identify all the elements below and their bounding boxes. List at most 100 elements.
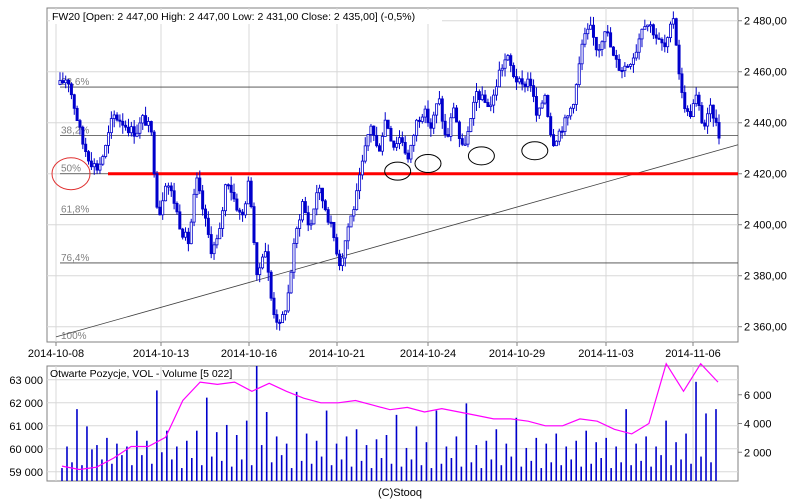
candle-body [241,211,245,216]
candle-body [466,131,470,145]
candle-body [375,134,379,147]
open-interest-axis: 59 000 60 000 61 000 62 000 63 000 [9,375,43,479]
candle-body [349,215,353,228]
highlight-ellipse [521,141,549,161]
candle-body [617,58,621,71]
candle-body [149,121,153,133]
candle-body [494,86,498,96]
candle-body [492,94,496,106]
candle-body [529,78,533,87]
candle-body [246,180,250,205]
candle-body [440,98,444,122]
candle-body [61,80,65,84]
candle-body [106,132,110,146]
candle-body [540,102,544,109]
candle-body [121,120,125,126]
candle-body [437,98,441,105]
candle-body [155,173,159,208]
candle-body [75,107,79,122]
candle-body [469,118,473,132]
candle-body [198,177,202,192]
candle-body [526,78,530,87]
candle-body [95,163,99,171]
candle-body [184,231,188,238]
candle-body [275,314,279,323]
candle-body [360,160,364,176]
volume-chart-title: Otwarte Pozycje, VOL - Volume [5 022] [50,368,232,380]
candle-body [164,185,168,202]
candle-body [569,107,573,117]
price-y-tick-label: 2 460,00 [744,67,787,79]
candle-body [98,163,102,171]
candle-body [203,208,207,219]
candle-body [606,31,610,34]
candle-body [312,208,316,225]
candle-body [683,92,687,110]
candle-body [517,78,521,83]
price-panel: 23,6% 38,2% 50% 61,8% 76,4% 100% 2 360,00 2 38… [28,7,787,360]
candle-body [72,94,76,109]
candle-body [457,121,461,139]
price-y-tick-label: 2 400,00 [744,220,787,232]
price-chart-title: FW20 [Open: 2 447,00 High: 2 447,00 Low:… [52,11,415,23]
candle-body [594,36,598,51]
candle-body [651,24,655,36]
candle-body [483,94,487,103]
candle-body [520,78,524,85]
trendline [55,144,739,338]
candle-body [420,116,424,122]
candle-body [549,116,553,136]
candle-body [81,126,85,145]
candle-body [623,65,627,72]
candle-body [363,145,367,162]
candle-body [423,108,427,118]
candle-body [534,96,538,116]
candle-body [389,127,393,142]
candle-body [380,135,384,152]
fibonacci-level-label: 61,8% [61,205,89,216]
candle-body [292,242,296,273]
candle-body [677,44,681,75]
price-y-tick-label: 2 380,00 [744,271,787,283]
candle-body [386,119,390,129]
highlight-ellipse [414,154,442,174]
candle-body [680,73,684,93]
candle-body [703,122,707,127]
candle-body [654,34,658,39]
date-x-tick-label: 2014-11-03 [578,348,633,360]
candle-body [554,140,558,147]
candle-body [206,217,210,235]
candle-body [266,251,270,273]
candle-body [281,314,285,324]
candle-body [669,23,673,39]
candle-body [506,55,510,61]
candle-body [161,200,165,216]
candle-body [697,94,701,106]
candle-body [166,185,170,188]
candle-body [634,51,638,59]
candle-body [289,271,293,294]
date-x-tick-label: 2014-10-21 [309,348,365,360]
candle-body [614,55,618,60]
candle-body [132,126,136,137]
volume-tick-label: 4 000 [744,419,772,431]
volume-bars [61,366,717,481]
candle-body [300,201,304,221]
candlestick-series [58,11,721,331]
candle-body [586,28,590,35]
candle-body [629,63,633,67]
candle-body [620,70,624,73]
volume-tick-label: 6 000 [744,390,772,402]
candle-body [218,228,222,240]
candle-body [181,228,185,238]
candle-body [400,137,404,143]
volume-grid [47,366,738,481]
candle-body [694,94,698,105]
footer-credit: (C)Stooq [378,487,422,499]
trendline-segment [55,144,739,338]
open-interest-tick-label: 59 000 [9,467,43,479]
candle-body [378,145,382,152]
candle-body [649,24,653,27]
volume-panel: 59 000 60 000 61 000 62 000 63 000 2 000 4 00… [9,362,772,482]
candle-body [426,108,430,124]
